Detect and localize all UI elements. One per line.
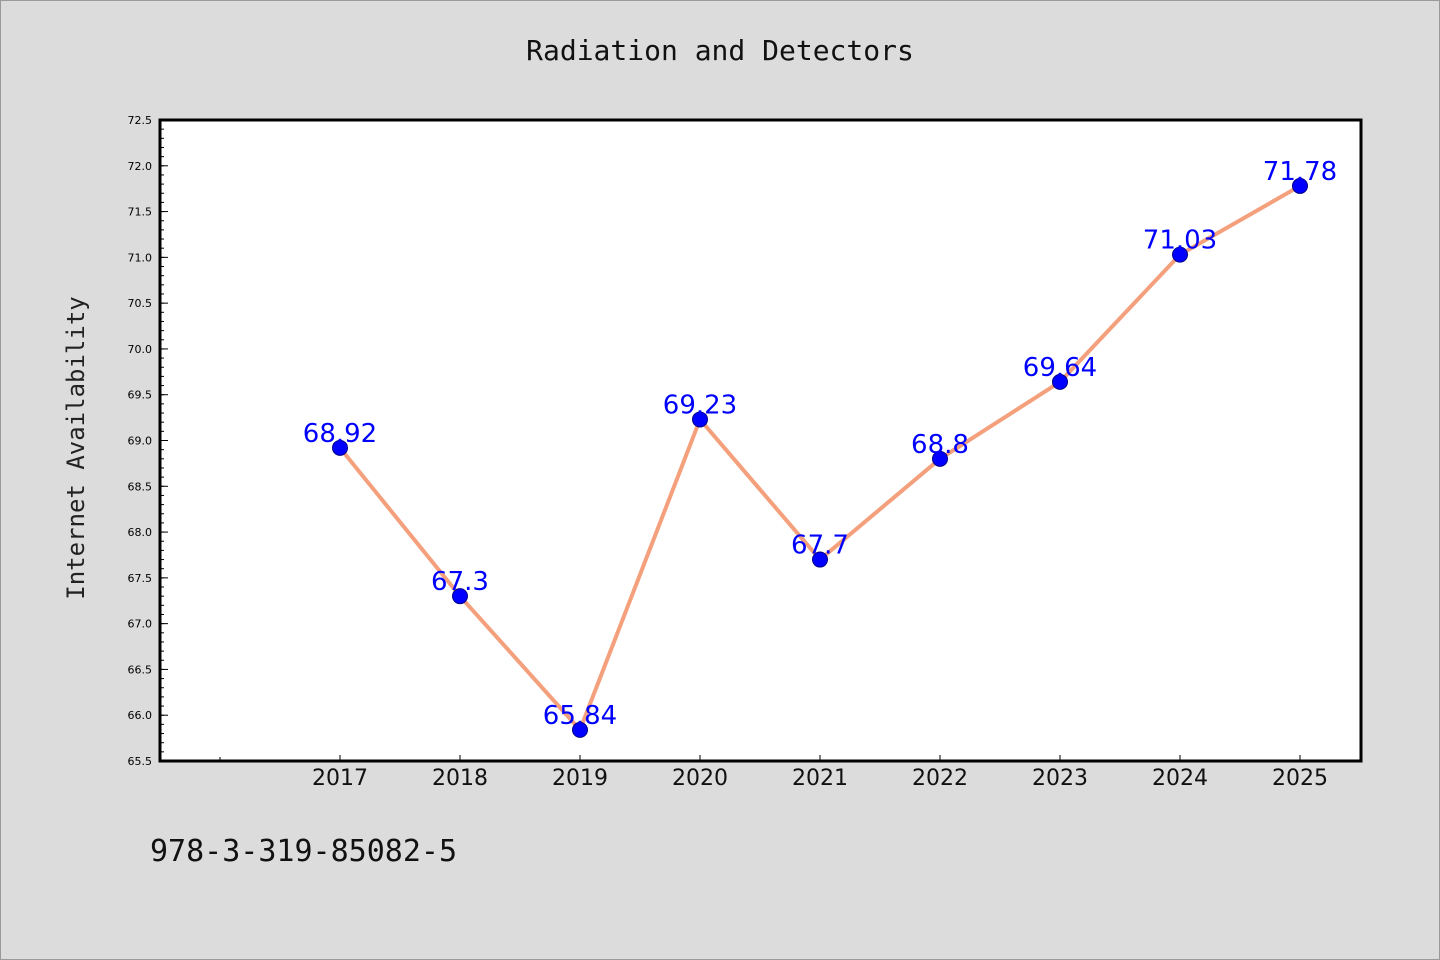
y-tick-label: 71.0 <box>128 251 153 264</box>
data-label: 65.84 <box>543 701 617 731</box>
y-tick-label: 67.0 <box>128 618 153 631</box>
data-label: 68.92 <box>303 419 377 449</box>
data-point <box>812 551 828 568</box>
data-label: 68.8 <box>911 430 969 460</box>
data-label: 67.7 <box>791 531 849 561</box>
data-point <box>1172 246 1188 263</box>
data-label: 69.23 <box>663 390 737 420</box>
y-tick-label: 70.0 <box>128 343 153 356</box>
y-tick-label: 70.5 <box>128 297 153 310</box>
y-tick-label: 69.0 <box>128 435 153 448</box>
y-tick-label: 72.5 <box>128 114 153 127</box>
x-tick-label: 2025 <box>1272 766 1328 791</box>
y-tick-label: 72.0 <box>128 160 153 173</box>
data-label: 71.03 <box>1143 226 1217 256</box>
data-point <box>932 450 948 467</box>
series-layer: 68.92 67.3 65.84 69.23 67.7 68.8 69.64 71.03 71.… <box>303 157 1337 738</box>
footer-isbn: 978-3-319-85082-5 <box>150 834 458 869</box>
y-tick-label: 69.5 <box>128 389 153 402</box>
y-tick-label: 67.5 <box>128 572 153 585</box>
data-label: 67.3 <box>431 567 489 597</box>
y-tick-label: 66.5 <box>128 663 153 676</box>
data-point <box>692 411 708 428</box>
x-tick-label: 2018 <box>432 766 488 791</box>
y-tick-label: 66.0 <box>128 709 153 722</box>
data-point <box>332 439 348 456</box>
data-point <box>1052 373 1068 390</box>
data-point <box>452 588 468 605</box>
x-tick-label: 2024 <box>1152 766 1208 791</box>
plot-area <box>158 118 1363 763</box>
x-tick-label: 2020 <box>672 766 728 791</box>
x-tick-label: 2022 <box>912 766 968 791</box>
y-tick-label: 65.5 <box>128 755 153 768</box>
x-tick-label: 2021 <box>792 766 848 791</box>
y-tick-label: 68.5 <box>128 480 153 493</box>
x-tick-label: 2017 <box>312 766 368 791</box>
x-tick-label: 2019 <box>552 766 608 791</box>
data-point <box>572 721 588 738</box>
data-point <box>1292 177 1308 194</box>
chart-title: Radiation and Detectors <box>526 34 914 67</box>
y-tick-label: 71.5 <box>128 206 153 219</box>
y-tick-label: 68.0 <box>128 526 153 539</box>
data-label: 69.64 <box>1023 353 1097 383</box>
data-label: 71.78 <box>1263 157 1337 187</box>
x-tick-label: 2023 <box>1032 766 1088 791</box>
y-axis: 65.5 66.0 66.5 67.0 67.5 68.0 68.5 69.0 69.5 70.0… <box>128 114 168 768</box>
x-axis: 2017 2018 2019 2020 2021 2022 2023 2024 2025 <box>219 755 1328 791</box>
